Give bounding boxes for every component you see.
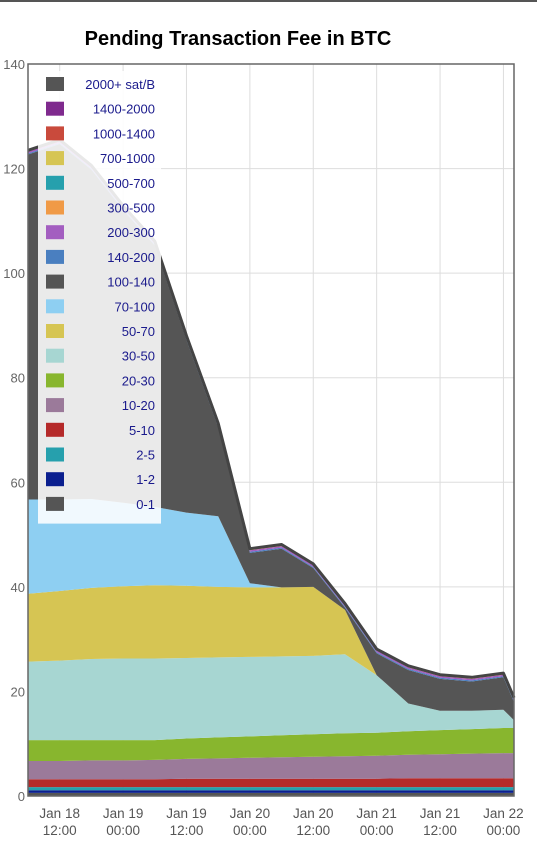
legend-swatch (46, 101, 64, 116)
legend-swatch (46, 249, 64, 264)
x-tick-label: Jan 19 (166, 806, 207, 821)
x-tick-label: Jan 20 (230, 806, 271, 821)
top-border-line (0, 0, 537, 2)
legend-label: 10-20 (122, 398, 155, 413)
area-series-0-1 (28, 792, 514, 796)
area-series-30-50 (28, 654, 514, 741)
area-series-20-30 (28, 728, 514, 761)
legend-label: 2000+ sat/B (85, 77, 155, 92)
x-tick-label: 12:00 (296, 823, 330, 838)
legend-label: 5-10 (129, 423, 155, 438)
x-tick-label: Jan 22 (483, 806, 524, 821)
x-tick-label: 00:00 (233, 823, 267, 838)
area-series-10-20 (28, 753, 514, 780)
legend-swatch (46, 348, 64, 363)
area-series-70-100 (28, 499, 514, 721)
area-series-1-2 (28, 790, 514, 793)
legend-swatch (46, 472, 64, 487)
x-tick-label: Jan 21 (356, 806, 397, 821)
y-tick-label: 100 (3, 266, 25, 281)
legend-label: 300-500 (107, 201, 155, 216)
legend-swatch (46, 447, 64, 462)
area-series-5-10 (28, 778, 514, 788)
y-tick-label: 120 (3, 162, 25, 177)
x-tick-label: 12:00 (423, 823, 457, 838)
legend-swatch (46, 225, 64, 240)
legend-label: 20-30 (122, 373, 155, 388)
legend-swatch (46, 175, 64, 190)
x-tick-label: 12:00 (43, 823, 77, 838)
y-tick-label: 60 (11, 475, 25, 490)
legend-label: 140-200 (107, 250, 155, 265)
x-tick-label: Jan 21 (420, 806, 461, 821)
y-tick-label: 0 (18, 789, 25, 804)
legend-label: 500-700 (107, 176, 155, 191)
legend-swatch (46, 496, 64, 511)
x-tick-label: 00:00 (106, 823, 140, 838)
plot-border (27, 63, 515, 797)
x-tick-label: Jan 20 (293, 806, 334, 821)
y-tick-label: 40 (11, 580, 25, 595)
legend-swatch (46, 398, 64, 413)
area-series-50-70 (28, 585, 514, 721)
legend-swatch (46, 373, 64, 388)
legend-label: 0-1 (136, 497, 155, 512)
area-series-2-5 (28, 787, 514, 791)
legend-swatch (46, 126, 64, 141)
chart-title: Pending Transaction Fee in BTC (84, 28, 392, 50)
x-tick-label: 00:00 (487, 823, 521, 838)
legend-label: 70-100 (115, 299, 155, 314)
legend-label: 1000-1400 (93, 126, 155, 141)
x-tick-label: 12:00 (170, 823, 204, 838)
legend-label: 1400-2000 (93, 102, 155, 117)
legend-label: 2-5 (136, 448, 155, 463)
legend-swatch (46, 77, 64, 91)
legend-label: 1-2 (136, 472, 155, 487)
legend-swatch (46, 274, 64, 289)
legend-swatch (46, 151, 64, 166)
y-tick-label: 20 (11, 684, 25, 699)
legend-swatch (46, 324, 64, 338)
legend-label: 30-50 (122, 349, 155, 364)
legend-swatch (46, 422, 64, 437)
legend-label: 200-300 (107, 225, 155, 240)
legend-swatch (46, 200, 64, 215)
legend-label: 50-70 (122, 324, 155, 339)
legend-label: 100-140 (107, 275, 155, 290)
x-tick-label: Jan 19 (103, 806, 144, 821)
x-tick-label: 00:00 (360, 823, 394, 838)
x-tick-label: Jan 18 (39, 806, 80, 821)
y-tick-label: 80 (11, 371, 25, 386)
legend-label: 700-1000 (100, 151, 155, 166)
legend-swatch (46, 299, 64, 314)
y-tick-label: 140 (3, 57, 25, 72)
